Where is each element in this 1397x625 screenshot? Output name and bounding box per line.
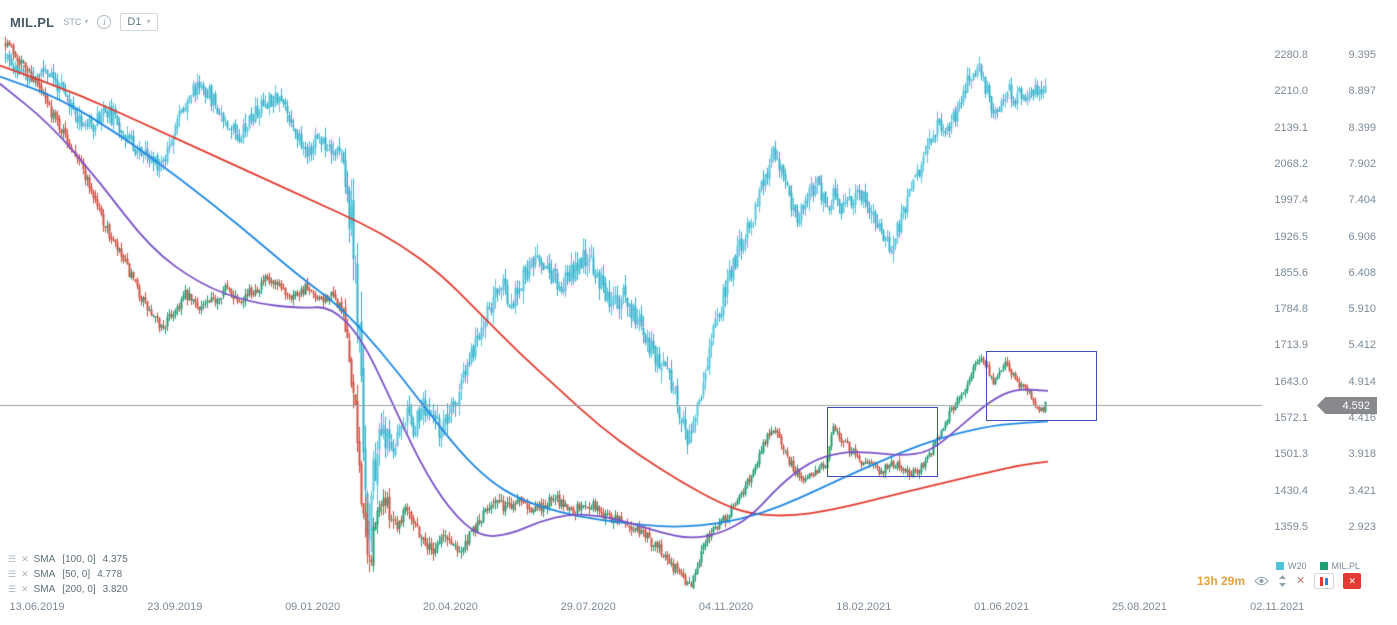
price-tick-symbol: 4.914 bbox=[1348, 375, 1376, 388]
settings-icon[interactable]: ☰ bbox=[8, 554, 17, 564]
candlestick-icon bbox=[1325, 577, 1329, 585]
exchange-label: STC bbox=[63, 17, 82, 27]
price-tick-symbol: 3.421 bbox=[1348, 484, 1376, 497]
date-tick: 13.06.2019 bbox=[9, 601, 65, 613]
price-tick-index: 1926.5 bbox=[1274, 230, 1308, 243]
price-tick-index: 1855.6 bbox=[1274, 266, 1308, 279]
chart-header: MIL.PL STC ▾ i D1 ▾ bbox=[10, 13, 158, 31]
legend-label: W20 bbox=[1288, 561, 1307, 571]
w20-color-swatch bbox=[1276, 562, 1284, 570]
chart-footer-controls: 13h 29m ✕ ✕ bbox=[1197, 573, 1362, 589]
date-tick: 01.06.2021 bbox=[974, 601, 1030, 613]
close-icon: ✕ bbox=[1348, 575, 1357, 586]
drawing-rectangle-1[interactable] bbox=[827, 407, 938, 477]
price-tick-index: 1359.5 bbox=[1274, 521, 1308, 533]
remove-indicator-icon[interactable]: ✕ bbox=[21, 569, 29, 579]
settings-icon[interactable]: ☰ bbox=[8, 584, 17, 594]
date-tick: 25.08.2021 bbox=[1111, 601, 1167, 613]
price-tick-index: 1430.4 bbox=[1274, 484, 1308, 497]
date-tick: 04.11.2020 bbox=[698, 601, 754, 613]
price-tick-index: 1572.1 bbox=[1274, 412, 1308, 425]
remove-comparison-icon[interactable]: ✕ bbox=[1296, 574, 1306, 587]
price-tick-index: 1643.0 bbox=[1274, 375, 1308, 388]
price-tick-index: 1784.8 bbox=[1274, 303, 1308, 316]
price-tick-index: 2068.2 bbox=[1274, 157, 1308, 170]
milpl-color-swatch bbox=[1319, 562, 1328, 570]
indicator-params: [50, 0] bbox=[62, 569, 91, 580]
price-axis-index[interactable]: 2280.8 2210.0 2139.1 2068.2 1997.4 1926.5 1855… bbox=[1250, 0, 1308, 625]
price-tick-symbol: 5.412 bbox=[1348, 339, 1376, 352]
price-tick-symbol: 9.395 bbox=[1348, 49, 1376, 61]
indicator-name: SMA bbox=[33, 584, 56, 595]
sort-arrows-icon[interactable] bbox=[1278, 575, 1287, 587]
date-tick: 09.01.2020 bbox=[285, 601, 341, 613]
chart-type-button[interactable] bbox=[1314, 573, 1335, 589]
remove-indicator-icon[interactable]: ✕ bbox=[21, 584, 29, 594]
price-tick-index: 2280.8 bbox=[1274, 49, 1308, 61]
indicator-panel: ☰ ✕ SMA [100, 0] 4.375 ☰ ✕ SMA [50, 0] 4… bbox=[8, 552, 128, 597]
price-tick-symbol: 5.910 bbox=[1348, 303, 1376, 316]
indicator-name: SMA bbox=[33, 554, 56, 565]
current-price-value: 4.592 bbox=[1342, 399, 1370, 412]
settings-icon[interactable]: ☰ bbox=[8, 569, 17, 579]
date-tick: 29.07.2020 bbox=[560, 601, 616, 613]
remove-indicator-icon[interactable]: ✕ bbox=[21, 554, 29, 564]
session-countdown: 13h 29m bbox=[1197, 574, 1246, 588]
exchange-dropdown[interactable]: STC ▾ bbox=[63, 17, 88, 27]
info-icon[interactable]: i bbox=[97, 15, 112, 29]
price-tick-index: 2210.0 bbox=[1274, 85, 1308, 98]
indicator-params: [100, 0] bbox=[62, 554, 96, 565]
date-tick: 20.04.2020 bbox=[422, 601, 478, 613]
indicator-params: [200, 0] bbox=[62, 584, 96, 595]
timeframe-label: D1 bbox=[127, 16, 142, 28]
timeframe-dropdown[interactable]: D1 ▾ bbox=[120, 13, 158, 31]
indicator-value: 3.820 bbox=[102, 584, 128, 595]
price-tick-symbol: 3.918 bbox=[1348, 448, 1376, 461]
legend-item-w20[interactable]: W20 bbox=[1276, 561, 1307, 571]
price-axis-symbol[interactable]: 9.395 8.897 8.399 7.902 7.404 6.906 6.408 5.910… bbox=[1320, 0, 1376, 625]
indicator-name: SMA bbox=[33, 569, 56, 580]
candlestick-icon bbox=[1320, 576, 1324, 586]
series-legend: W20 MIL.PL bbox=[1276, 561, 1360, 571]
price-tick-symbol: 6.906 bbox=[1348, 230, 1376, 243]
current-price-badge: 4.592 bbox=[1317, 397, 1377, 414]
legend-item-milpl[interactable]: MIL.PL bbox=[1319, 561, 1361, 571]
price-tick-index: 1997.4 bbox=[1274, 194, 1308, 207]
chevron-down-icon: ▾ bbox=[84, 17, 89, 26]
price-tick-symbol: 4.416 bbox=[1348, 412, 1376, 425]
indicator-row: ☰ ✕ SMA [100, 0] 4.375 bbox=[8, 552, 128, 567]
price-tick-symbol: 2.923 bbox=[1348, 521, 1376, 533]
indicator-row: ☰ ✕ SMA [50, 0] 4.778 bbox=[8, 567, 128, 582]
date-tick: 18.02.2021 bbox=[836, 601, 892, 613]
price-tick-index: 2139.1 bbox=[1274, 121, 1308, 134]
legend-label: MIL.PL bbox=[1331, 561, 1361, 571]
date-tick: 02.11.2021 bbox=[1250, 601, 1305, 613]
indicator-value: 4.375 bbox=[102, 554, 128, 565]
eye-icon[interactable] bbox=[1254, 576, 1269, 586]
indicator-row: ☰ ✕ SMA [200, 0] 3.820 bbox=[8, 582, 128, 597]
chevron-down-icon: ▾ bbox=[146, 17, 151, 26]
price-tick-symbol: 8.399 bbox=[1348, 121, 1376, 134]
price-tick-index: 1713.9 bbox=[1274, 339, 1308, 352]
price-tick-symbol: 8.897 bbox=[1348, 85, 1376, 98]
price-tick-symbol: 7.902 bbox=[1348, 157, 1376, 170]
close-chart-button[interactable]: ✕ bbox=[1343, 573, 1362, 589]
symbol-title: MIL.PL bbox=[10, 14, 55, 30]
price-tick-index: 1501.3 bbox=[1274, 448, 1308, 461]
price-tick-symbol: 7.404 bbox=[1348, 194, 1376, 207]
date-axis[interactable]: 13.06.2019 23.09.2019 09.01.2020 20.04.2020… bbox=[0, 601, 1397, 621]
indicator-value: 4.778 bbox=[97, 569, 123, 580]
date-tick: 23.09.2019 bbox=[147, 601, 203, 613]
price-tick-symbol: 6.408 bbox=[1348, 266, 1376, 279]
drawing-rectangle-2[interactable] bbox=[986, 351, 1097, 421]
